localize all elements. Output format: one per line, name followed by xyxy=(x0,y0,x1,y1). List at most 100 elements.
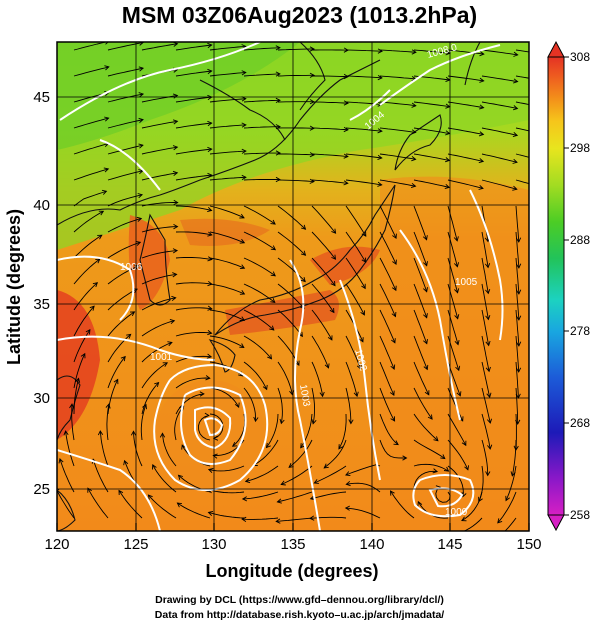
streamline-arrow xyxy=(344,505,350,511)
streamline-arrow xyxy=(392,233,397,240)
streamline-arrow xyxy=(444,157,451,163)
streamline xyxy=(106,404,110,441)
streamline xyxy=(311,257,336,286)
streamline xyxy=(118,490,143,519)
streamline-arrow xyxy=(239,316,246,321)
streamline-arrow xyxy=(89,305,95,311)
streamline-arrow xyxy=(456,391,462,397)
streamline xyxy=(379,361,395,396)
streamline xyxy=(345,179,382,186)
streamline-arrow xyxy=(80,352,86,359)
streamline xyxy=(481,413,491,450)
streamline-arrow xyxy=(169,318,176,325)
streamline xyxy=(390,490,415,519)
streamline xyxy=(73,190,107,207)
y-tick-label: 40 xyxy=(33,197,50,214)
streamline-arrow xyxy=(417,500,423,507)
credit-drawing: Drawing by DCL (https://www.gfd–dennou.o… xyxy=(155,594,444,606)
streamline xyxy=(243,335,272,360)
streamline-arrow xyxy=(485,340,491,347)
streamline-arrow xyxy=(275,124,281,130)
streamline xyxy=(107,265,140,285)
colorbar-tick-label: 298 xyxy=(570,141,590,155)
streamline xyxy=(379,309,396,343)
streamline-arrow xyxy=(377,48,383,54)
streamline-arrow xyxy=(422,235,428,241)
streamline-arrow xyxy=(377,154,383,161)
streamline xyxy=(107,218,142,233)
streamline xyxy=(379,75,416,80)
streamline-arrow xyxy=(323,463,329,469)
streamline-arrow xyxy=(461,440,467,447)
streamline xyxy=(379,127,416,133)
streamline xyxy=(242,491,279,500)
streamline xyxy=(175,393,204,415)
streamline-arrow xyxy=(113,378,119,385)
y-tick-label: 35 xyxy=(33,296,50,313)
streamline-arrow xyxy=(348,419,354,425)
streamline-arrow xyxy=(390,364,396,370)
streamline xyxy=(310,516,347,519)
streamline-arrow xyxy=(207,120,213,127)
streamline xyxy=(447,101,484,109)
streamline-arrow xyxy=(319,391,325,398)
streamline-arrow xyxy=(276,498,282,504)
streamline-arrow xyxy=(105,42,109,45)
isobar-label: 1006 xyxy=(120,262,143,273)
streamline xyxy=(209,335,245,348)
streamline-arrow xyxy=(513,78,519,84)
streamline-arrow xyxy=(69,403,75,409)
streamline xyxy=(463,517,483,531)
streamline-arrow xyxy=(497,518,503,524)
streamline-arrow xyxy=(207,146,213,153)
streamline xyxy=(515,257,520,294)
streamline-arrow xyxy=(300,224,307,230)
streamline-arrow xyxy=(309,72,315,78)
streamline-arrow xyxy=(331,254,337,260)
streamline xyxy=(141,341,173,363)
colorbar-tick-label: 278 xyxy=(570,324,590,338)
x-tick-label: 150 xyxy=(516,536,541,553)
streamline-arrow xyxy=(167,341,173,347)
streamline xyxy=(447,127,484,135)
colorbar-min-arrow xyxy=(547,514,565,532)
streamline xyxy=(57,489,75,519)
streamline xyxy=(346,482,381,493)
streamline xyxy=(252,439,279,466)
streamline-arrow xyxy=(241,174,247,181)
streamline-arrow xyxy=(464,465,470,471)
streamline xyxy=(175,122,212,129)
streamline xyxy=(379,49,416,53)
x-axis-label: Longitude (degrees) xyxy=(205,561,378,581)
streamline-arrow xyxy=(207,231,213,237)
streamline-arrow xyxy=(389,490,395,496)
streamline xyxy=(345,153,382,159)
streamline-arrow xyxy=(104,116,110,122)
streamline xyxy=(515,75,529,79)
streamline xyxy=(99,430,109,467)
streamline xyxy=(277,491,313,503)
isobar-label: 1005 xyxy=(455,277,478,288)
streamline-arrow xyxy=(361,231,367,237)
streamline xyxy=(314,465,347,484)
streamline-arrow xyxy=(389,390,395,397)
streamline-arrow xyxy=(138,117,144,123)
streamline xyxy=(107,42,144,51)
streamline xyxy=(87,487,109,519)
streamline-arrow xyxy=(453,262,460,268)
streamline xyxy=(71,404,75,441)
streamline xyxy=(481,179,517,190)
streamline xyxy=(311,101,349,104)
streamline-arrow xyxy=(422,287,428,293)
streamline xyxy=(379,283,396,317)
streamline-arrow xyxy=(454,314,460,320)
x-tick-label: 145 xyxy=(437,536,462,553)
streamline xyxy=(209,283,245,295)
streamline xyxy=(379,153,416,160)
streamline xyxy=(447,179,484,189)
streamline xyxy=(175,256,212,260)
streamline xyxy=(413,179,450,188)
streamline-arrow xyxy=(142,403,147,410)
streamline-arrow xyxy=(58,458,64,464)
streamline-arrow xyxy=(461,492,467,498)
